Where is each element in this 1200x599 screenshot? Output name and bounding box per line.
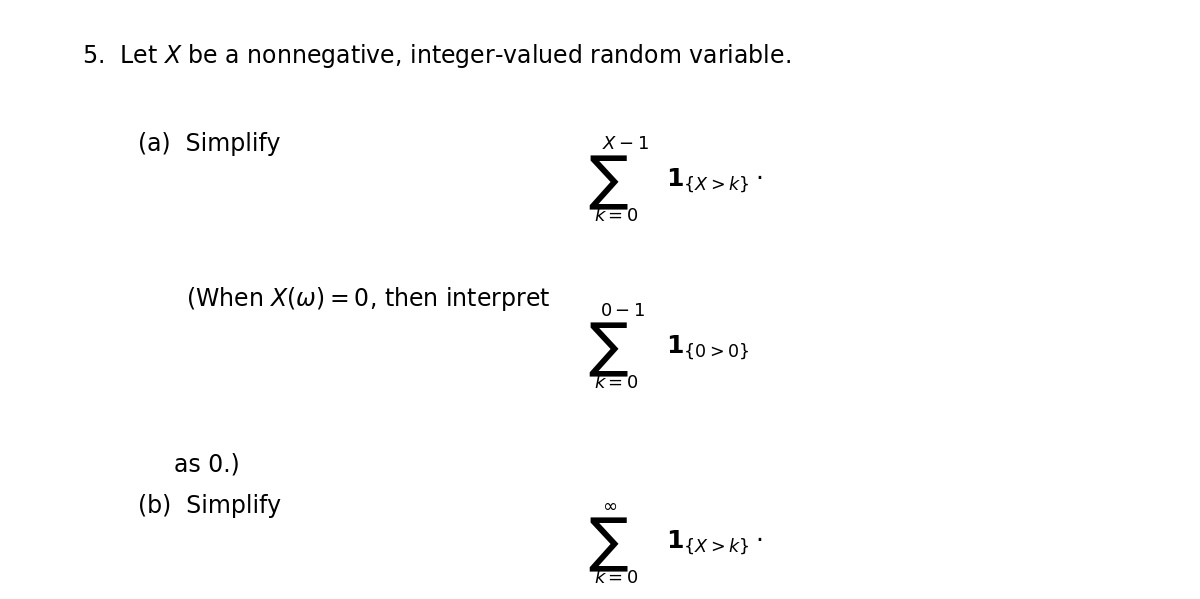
- Text: $\mathbf{1}_{\{X>k\}}\cdot$: $\mathbf{1}_{\{X>k\}}\cdot$: [666, 166, 762, 193]
- Text: $\sum$: $\sum$: [588, 153, 629, 212]
- Text: $\sum$: $\sum$: [588, 516, 629, 574]
- Text: $\mathbf{1}_{\{X>k\}}\cdot$: $\mathbf{1}_{\{X>k\}}\cdot$: [666, 528, 762, 556]
- Text: as 0.): as 0.): [174, 452, 240, 476]
- Text: $\infty$: $\infty$: [602, 497, 618, 515]
- Text: (b)  Simplify: (b) Simplify: [138, 494, 281, 518]
- Text: 5.  Let $X$ be a nonnegative, integer-valued random variable.: 5. Let $X$ be a nonnegative, integer-val…: [82, 42, 791, 70]
- Text: $k=0$: $k=0$: [594, 569, 638, 587]
- Text: $\sum$: $\sum$: [588, 321, 629, 380]
- Text: $X-1$: $X-1$: [602, 135, 649, 153]
- Text: (When $X(\omega) = 0$, then interpret: (When $X(\omega) = 0$, then interpret: [186, 285, 551, 313]
- Text: $0-1$: $0-1$: [600, 302, 646, 320]
- Text: $\mathbf{1}_{\{0>0\}}$: $\mathbf{1}_{\{0>0\}}$: [666, 334, 749, 361]
- Text: $k=0$: $k=0$: [594, 374, 638, 392]
- Text: $k=0$: $k=0$: [594, 207, 638, 225]
- Text: (a)  Simplify: (a) Simplify: [138, 132, 281, 156]
